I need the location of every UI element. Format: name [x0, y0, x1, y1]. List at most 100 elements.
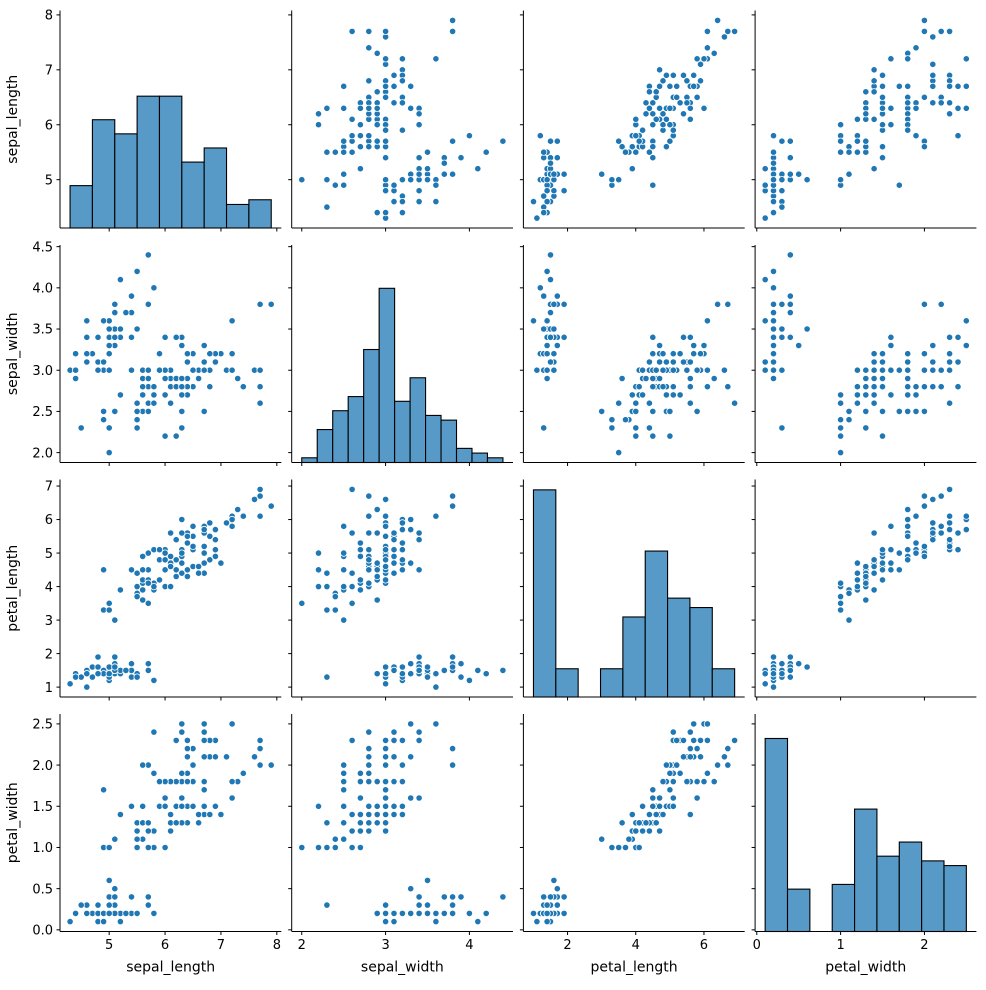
data-point	[144, 827, 152, 835]
data-point	[423, 148, 432, 156]
data-point	[105, 341, 113, 350]
data-point	[659, 121, 667, 129]
data-point	[696, 753, 705, 761]
data-point	[200, 720, 208, 728]
data-point	[398, 777, 406, 786]
data-point	[100, 317, 108, 325]
data-point	[381, 670, 390, 678]
data-point	[638, 126, 647, 134]
data-point	[415, 154, 423, 162]
data-point	[298, 176, 306, 184]
data-point	[666, 137, 674, 145]
data-point	[373, 49, 381, 57]
data-point	[423, 663, 432, 671]
data-point	[887, 522, 895, 530]
data-point	[645, 148, 654, 156]
data-point	[440, 909, 448, 918]
data-point	[189, 522, 197, 530]
data-point	[920, 407, 929, 415]
data-point	[870, 350, 878, 358]
data-point	[954, 383, 962, 391]
y-axis-label: petal_length	[5, 545, 21, 632]
data-point	[211, 753, 219, 761]
data-point	[962, 55, 970, 63]
data-point	[666, 104, 674, 112]
data-point	[323, 176, 331, 184]
data-point	[323, 203, 331, 211]
data-point	[870, 358, 878, 366]
data-point	[183, 777, 191, 786]
data-point	[348, 736, 356, 745]
data-point	[669, 358, 677, 366]
data-point	[365, 546, 373, 554]
data-point	[356, 165, 364, 173]
data-point	[390, 736, 398, 745]
data-point	[448, 909, 457, 918]
data-point	[415, 529, 423, 537]
data-point	[365, 104, 373, 112]
data-point	[432, 917, 440, 926]
data-point	[954, 546, 962, 554]
histogram-bar	[532, 489, 557, 698]
data-point	[937, 366, 945, 374]
data-point	[543, 187, 551, 195]
histogram-bar	[555, 668, 579, 698]
x-axis-label: petal_length	[591, 960, 678, 976]
data-point	[200, 549, 208, 557]
data-point	[853, 582, 862, 591]
data-point	[167, 552, 175, 561]
data-point	[778, 187, 786, 195]
data-point	[314, 566, 323, 574]
data-point	[415, 536, 423, 544]
data-point	[761, 358, 769, 366]
data-point	[415, 187, 423, 195]
data-point	[144, 660, 152, 668]
data-point	[904, 391, 912, 399]
data-point	[904, 374, 912, 383]
data-point	[256, 383, 264, 391]
data-point	[390, 198, 398, 206]
data-point	[543, 366, 551, 374]
data-point	[407, 720, 415, 728]
data-point	[645, 424, 654, 432]
data-point	[390, 666, 398, 675]
data-point	[649, 383, 657, 391]
data-point	[440, 170, 448, 178]
data-point	[365, 44, 373, 52]
data-point	[407, 885, 415, 893]
data-point	[390, 569, 398, 577]
data-point	[533, 917, 541, 926]
data-point	[618, 374, 626, 383]
data-point	[655, 802, 664, 810]
data-point	[786, 251, 794, 259]
data-point	[390, 536, 398, 544]
data-point	[761, 366, 769, 374]
data-point	[853, 115, 862, 123]
data-point	[390, 99, 398, 107]
data-point	[183, 572, 191, 581]
data-point	[139, 596, 147, 604]
x-tick-label: 2	[920, 938, 928, 953]
data-point	[415, 110, 423, 118]
data-point	[778, 325, 786, 333]
y-tick-label: 8	[45, 9, 53, 24]
data-point	[608, 843, 616, 852]
data-point	[904, 556, 912, 564]
data-point	[904, 505, 912, 514]
data-point	[211, 358, 219, 366]
data-point	[183, 350, 191, 358]
data-point	[381, 546, 390, 554]
data-point	[373, 819, 381, 827]
data-point	[189, 366, 197, 374]
data-point	[381, 126, 390, 134]
data-point	[870, 399, 878, 407]
data-point	[415, 170, 423, 178]
data-point	[127, 333, 136, 341]
histogram-bar	[225, 203, 250, 229]
data-point	[904, 546, 912, 554]
data-point	[150, 284, 158, 292]
data-point	[659, 350, 667, 358]
data-point	[228, 366, 236, 374]
data-point	[314, 802, 323, 810]
data-point	[895, 181, 903, 189]
